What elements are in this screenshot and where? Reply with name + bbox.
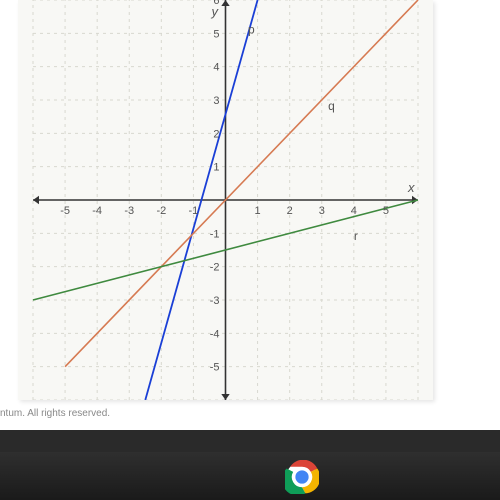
line-label-p: p (248, 22, 255, 36)
coordinate-plot: pqr-5-4-3-2-112345-5-4-3-2-1123456xy (18, 0, 433, 400)
svg-text:5: 5 (213, 28, 219, 40)
svg-text:2: 2 (287, 205, 293, 217)
svg-text:-4: -4 (210, 328, 220, 340)
page-background: pqr-5-4-3-2-112345-5-4-3-2-1123456xy ntu… (0, 0, 500, 430)
svg-text:4: 4 (351, 205, 357, 217)
x-axis-label: x (407, 180, 415, 195)
line-label-r: r (354, 229, 358, 243)
svg-text:1: 1 (213, 162, 219, 174)
chart-panel: pqr-5-4-3-2-112345-5-4-3-2-1123456xy (18, 0, 433, 400)
svg-text:4: 4 (213, 62, 219, 74)
copyright-text: ntum. All rights reserved. (0, 408, 110, 419)
svg-text:3: 3 (319, 205, 325, 217)
svg-text:1: 1 (255, 205, 261, 217)
svg-text:-4: -4 (92, 205, 102, 217)
svg-text:-5: -5 (210, 362, 220, 374)
svg-text:3: 3 (213, 95, 219, 107)
svg-text:-2: -2 (210, 262, 220, 274)
svg-text:5: 5 (383, 205, 389, 217)
svg-text:-1: -1 (210, 228, 220, 240)
chrome-icon[interactable] (285, 460, 319, 494)
svg-text:-2: -2 (156, 205, 166, 217)
svg-text:-3: -3 (124, 205, 134, 217)
svg-text:-1: -1 (189, 205, 199, 217)
svg-text:-5: -5 (60, 205, 70, 217)
svg-text:2: 2 (213, 128, 219, 140)
taskbar[interactable] (0, 452, 500, 500)
line-label-q: q (328, 99, 335, 113)
svg-text:-3: -3 (210, 295, 220, 307)
